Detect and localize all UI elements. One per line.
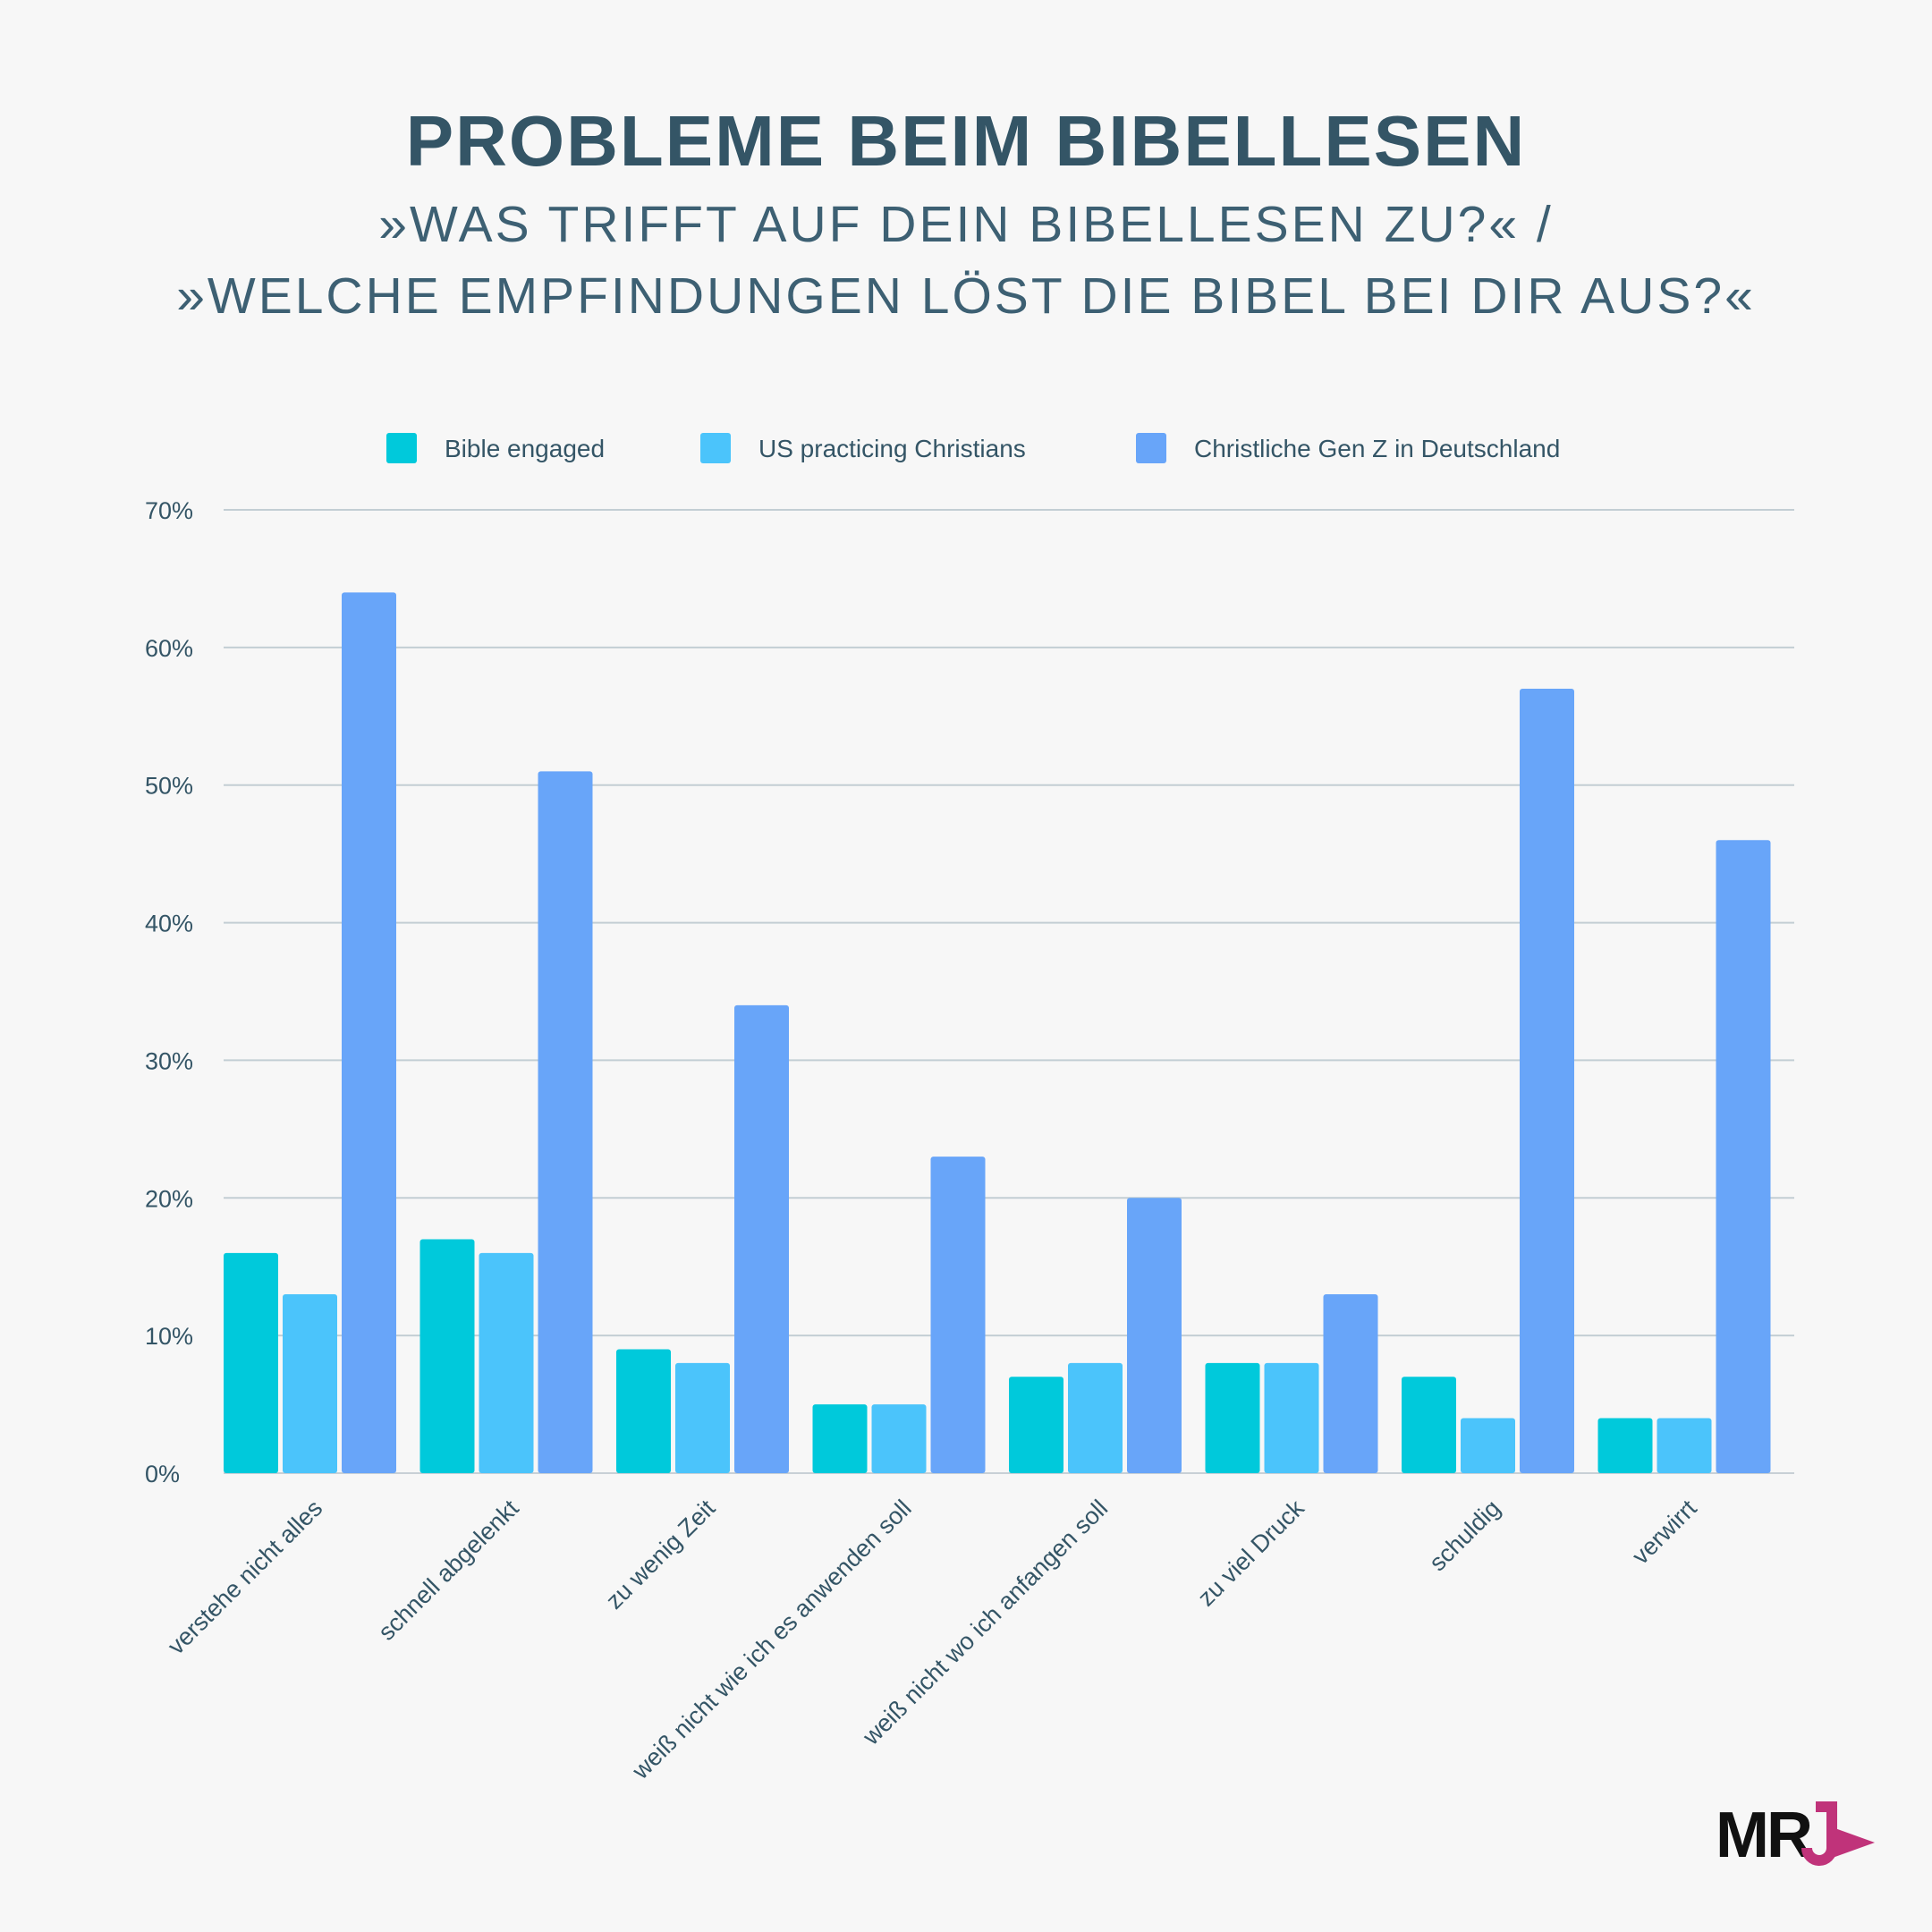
legend-label: Bible engaged bbox=[445, 435, 605, 462]
x-category-label: schnell abgelenkt bbox=[373, 1495, 524, 1646]
bar bbox=[1461, 1418, 1515, 1473]
bar bbox=[1205, 1362, 1260, 1473]
bar bbox=[1323, 1293, 1378, 1473]
x-category-label: zu wenig Zeit bbox=[601, 1495, 721, 1614]
bar bbox=[1520, 689, 1574, 1473]
x-category-label: verstehe nicht alles bbox=[163, 1495, 328, 1660]
y-tick-label: 70% bbox=[145, 497, 193, 524]
mrj-logo: MR bbox=[1716, 1800, 1877, 1871]
bar bbox=[871, 1404, 927, 1473]
bar bbox=[1009, 1377, 1063, 1473]
bar bbox=[616, 1349, 671, 1473]
bar bbox=[1264, 1362, 1319, 1473]
bar bbox=[419, 1239, 475, 1473]
bar bbox=[1127, 1198, 1182, 1473]
bar bbox=[1716, 840, 1771, 1473]
chart-title: PROBLEME BEIM BIBELLESEN bbox=[405, 101, 1527, 181]
legend-swatch bbox=[700, 433, 731, 463]
bar bbox=[812, 1404, 868, 1473]
bar bbox=[224, 1252, 278, 1473]
chart-subtitle-line2: »WELCHE EMPFINDUNGEN LÖST DIE BIBEL BEI … bbox=[176, 267, 1756, 325]
legend-swatch bbox=[386, 433, 417, 463]
y-tick-label: 30% bbox=[145, 1047, 193, 1074]
logo-j-shape bbox=[1801, 1801, 1837, 1866]
legend-label: Christliche Gen Z in Deutschland bbox=[1194, 435, 1560, 462]
bar bbox=[1068, 1362, 1123, 1473]
bar bbox=[479, 1252, 534, 1473]
x-category-label: zu viel Druck bbox=[1192, 1495, 1309, 1612]
bar bbox=[1402, 1377, 1456, 1473]
legend-swatch bbox=[1136, 433, 1166, 463]
bar bbox=[930, 1157, 986, 1473]
legend-label: US practicing Christians bbox=[758, 435, 1026, 462]
logo-play-icon bbox=[1830, 1826, 1875, 1859]
y-tick-label: 40% bbox=[145, 911, 193, 937]
x-category-label: verwirrt bbox=[1627, 1495, 1702, 1570]
y-tick-label: 60% bbox=[145, 635, 193, 662]
chart-subtitle-line1: »WAS TRIFFT AUF DEIN BIBELLESEN ZU?« / bbox=[378, 196, 1554, 253]
bar bbox=[1597, 1418, 1653, 1473]
y-tick-label: 20% bbox=[145, 1185, 193, 1212]
bar bbox=[675, 1362, 730, 1473]
bar bbox=[342, 592, 396, 1473]
bar bbox=[538, 771, 593, 1473]
logo-text: MR bbox=[1716, 1800, 1813, 1871]
bar bbox=[734, 1004, 789, 1473]
y-tick-label: 10% bbox=[145, 1323, 193, 1350]
bar bbox=[1657, 1418, 1712, 1473]
logo-mark bbox=[1801, 1801, 1875, 1866]
x-category-label: schuldig bbox=[1424, 1495, 1505, 1576]
bar bbox=[283, 1293, 337, 1473]
y-tick-label: 0% bbox=[145, 1461, 180, 1487]
y-tick-label: 50% bbox=[145, 773, 193, 800]
